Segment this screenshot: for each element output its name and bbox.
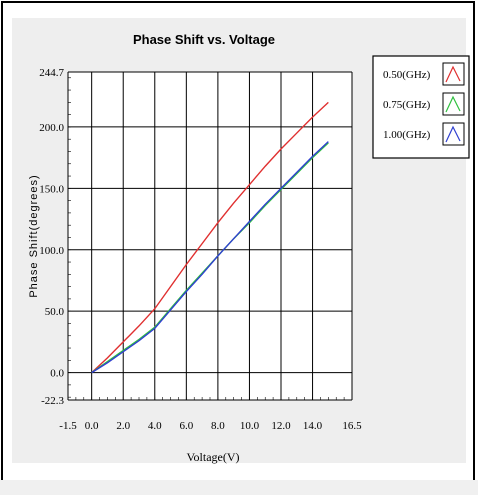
x-tick-label: -1.5 — [59, 420, 77, 432]
y-tick-label: 200.0 — [39, 122, 64, 134]
y-tick-label: 50.0 — [45, 306, 65, 318]
series-line — [91, 101, 329, 374]
x-tick-label: 12.0 — [271, 420, 291, 432]
x-tick-label: 16.5 — [342, 420, 362, 432]
x-tick-label: 14.0 — [303, 420, 323, 432]
bottom-strip — [0, 480, 478, 495]
legend-swatch — [445, 95, 461, 113]
y-tick-label: 244.7 — [39, 67, 64, 79]
legend-swatch — [445, 65, 461, 83]
legend-label: 1.00(GHz) — [383, 129, 431, 141]
y-tick-label: -22.3 — [41, 395, 64, 407]
y-tick-label: 150.0 — [39, 183, 64, 195]
y-tick-label: 100.0 — [39, 245, 64, 257]
series-line — [91, 141, 329, 374]
x-tick-label: 8.0 — [211, 420, 225, 432]
legend-label: 0.75(GHz) — [383, 99, 431, 111]
x-tick-label: 10.0 — [240, 420, 260, 432]
y-tick-label: 0.0 — [50, 368, 64, 380]
x-tick-label: 2.0 — [116, 420, 130, 432]
chart-title: Phase Shift vs. Voltage — [133, 32, 275, 47]
x-tick-label: 4.0 — [148, 420, 162, 432]
legend-label: 0.50(GHz) — [383, 69, 431, 81]
x-axis-title: Voltage(V) — [186, 450, 239, 464]
x-tick-label: 0.0 — [85, 420, 99, 432]
y-axis-title: Phase Shift(degrees) — [28, 174, 40, 297]
x-tick-label: 6.0 — [179, 420, 193, 432]
legend-swatch — [445, 125, 461, 143]
